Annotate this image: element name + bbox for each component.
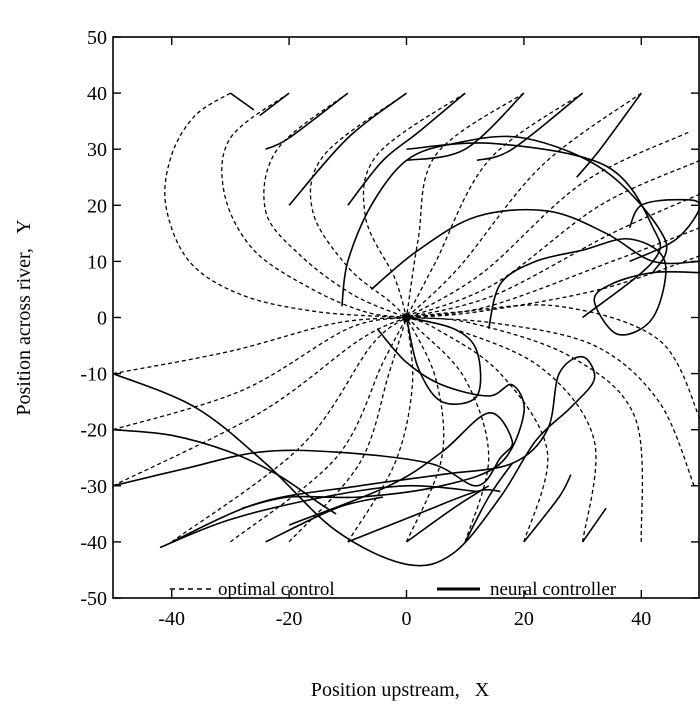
series-neural-controller	[113, 92, 700, 567]
neural-trajectory-8	[406, 142, 662, 319]
neural-trajectory-14	[241, 328, 526, 509]
neural-trajectory-7	[576, 92, 642, 178]
optimal-trajectory-23	[171, 316, 407, 543]
optimal-trajectory-12	[406, 255, 700, 319]
optimal-trajectory-16	[406, 316, 597, 542]
neural-trajectory-11	[487, 237, 700, 336]
optimal-trajectory-26	[113, 316, 407, 375]
optimal-trajectory-10	[406, 193, 700, 319]
optimal-trajectory-4	[362, 92, 466, 318]
neural-trajectory-6	[476, 92, 584, 162]
y-tick-label: -50	[80, 588, 107, 610]
neural-trajectory-0	[229, 92, 255, 111]
neural-trajectory-20	[347, 488, 501, 543]
neural-trajectory-5	[406, 92, 525, 162]
optimal-trajectory-3	[309, 92, 407, 318]
y-tick-label: 0	[97, 308, 107, 330]
optimal-trajectory-6	[405, 92, 583, 318]
optimal-trajectory-1	[221, 92, 407, 319]
series-optimal-control	[113, 92, 700, 543]
optimal-trajectory-0	[164, 92, 407, 319]
optimal-trajectory-17	[406, 316, 549, 543]
neural-trajectory-12	[628, 198, 700, 263]
optimal-trajectory-7	[406, 92, 642, 318]
neural-trajectory-17	[113, 412, 514, 526]
neural-trajectory-21	[406, 485, 490, 543]
optimal-trajectory-21	[288, 317, 408, 543]
x-tick-label: 40	[631, 608, 651, 630]
y-tick-label: -20	[80, 420, 107, 442]
neural-trajectory-15	[113, 355, 596, 567]
y-tick-label: -30	[80, 476, 107, 498]
y-tick-label: 20	[87, 195, 107, 217]
neural-trajectory-23	[523, 474, 572, 543]
y-tick-label: -10	[80, 364, 107, 386]
legend-label-neural-controller: neural controller	[490, 579, 617, 600]
neural-trajectory-1	[259, 92, 290, 117]
optimal-trajectory-5	[405, 92, 525, 318]
y-tick-label: 50	[87, 27, 107, 49]
neural-trajectory-10	[370, 208, 700, 291]
target-point	[402, 313, 411, 322]
x-axis-label: Position upstream, X	[311, 679, 490, 701]
neural-trajectory-9	[341, 135, 668, 307]
x-tick-label: -20	[276, 608, 303, 630]
axis-ticks: -40 -20 0 20 40 50 40 30 20 10 0 -10 -20 -30 -40 -50	[80, 27, 699, 630]
neural-trajectory-4	[347, 92, 466, 206]
x-tick-label: 20	[514, 608, 534, 630]
optimal-trajectory-8	[406, 131, 689, 319]
y-tick-label: 10	[87, 251, 107, 273]
optimal-trajectory-25	[113, 316, 407, 431]
optimal-trajectory-2	[263, 92, 407, 319]
neural-trajectory-22	[464, 462, 513, 543]
y-tick-label: 30	[87, 139, 107, 161]
optimal-trajectory-19	[405, 317, 445, 543]
neural-trajectory-2	[265, 92, 349, 150]
y-axis-label: Position across river, Y	[13, 219, 35, 415]
neural-trajectory-3	[288, 92, 407, 206]
y-tick-label: -40	[80, 532, 107, 554]
neural-trajectory-16	[113, 428, 337, 515]
neural-trajectory-19	[265, 496, 384, 543]
y-tick-label: 40	[87, 83, 107, 105]
x-tick-label: -40	[158, 608, 185, 630]
neural-trajectory-24	[581, 507, 607, 543]
legend-label-optimal-control: optimal control	[218, 579, 335, 600]
optimal-trajectory-22	[229, 317, 408, 543]
neural-trajectory-13	[405, 316, 482, 405]
trajectory-curves	[113, 92, 700, 567]
optimal-trajectory-9	[406, 159, 700, 319]
optimal-trajectory-15	[406, 316, 644, 542]
legend: optimal control neural controller	[170, 579, 617, 600]
x-tick-label: 0	[402, 608, 412, 630]
optimal-trajectory-18	[406, 317, 490, 543]
optimal-trajectory-20	[347, 317, 414, 543]
optimal-trajectory-24	[113, 316, 407, 487]
optimal-trajectory-14	[406, 316, 695, 487]
neural-trajectory-18	[159, 484, 477, 549]
